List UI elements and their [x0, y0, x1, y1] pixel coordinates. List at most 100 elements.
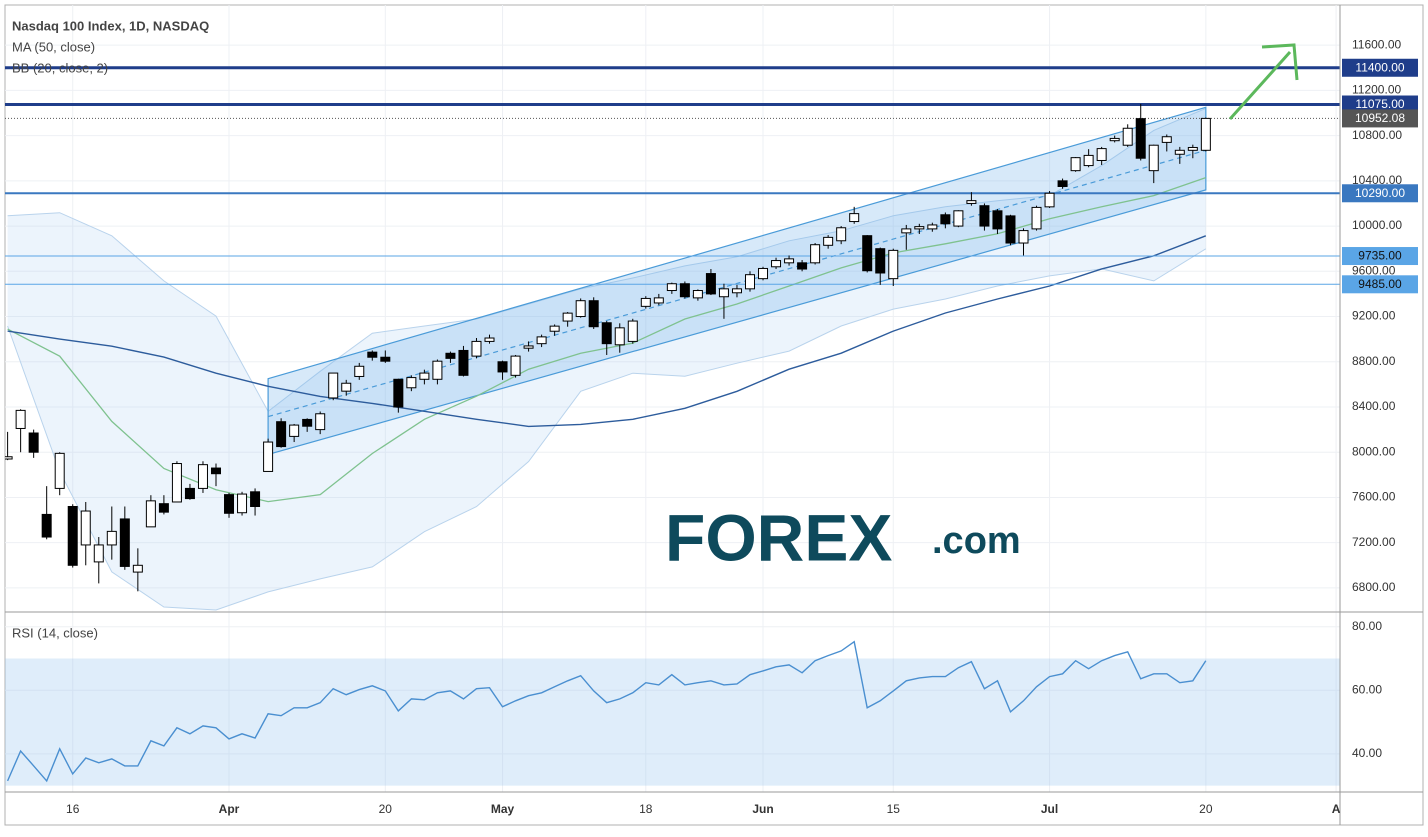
- candle-body: [744, 274, 755, 290]
- candle-body: [197, 464, 208, 489]
- x-tick-label: A: [1332, 802, 1341, 816]
- y-tick-label: 9200.00: [1352, 309, 1396, 323]
- candle-body: [406, 377, 417, 389]
- candle-body: [132, 564, 143, 573]
- candle-body: [640, 297, 651, 307]
- x-tick-label: Apr: [219, 802, 240, 816]
- arrow: [1228, 50, 1292, 121]
- candle-body: [901, 228, 912, 234]
- candle-body: [679, 283, 690, 298]
- candle-body: [784, 258, 795, 264]
- price-label: 11400.00: [1355, 60, 1404, 74]
- candle-body: [367, 351, 378, 358]
- candle-body: [171, 463, 182, 503]
- candle-body: [1018, 230, 1029, 244]
- ma-line: [7, 235, 1207, 428]
- candle-body: [692, 290, 703, 299]
- candle-body: [302, 418, 313, 427]
- candle-body: [797, 262, 808, 270]
- axes: 16 Apr 20 May 18 Jun 15 Jul 20 A 6800.00 7200.00 760…: [5, 5, 1423, 825]
- indicator-label: MA (50, close): [12, 39, 95, 54]
- candle-body: [445, 352, 456, 359]
- x-tick-label: Jun: [752, 802, 773, 816]
- arrow-head: [1261, 43, 1299, 81]
- y-tick-label: 8000.00: [1352, 444, 1396, 458]
- y-tick-label: 11200.00: [1352, 83, 1401, 97]
- price-label: 10952.08: [1355, 111, 1405, 125]
- candle-body: [15, 409, 26, 429]
- candle-body: [966, 200, 977, 204]
- rsi-band: [5, 658, 1340, 786]
- candle-body: [536, 336, 547, 345]
- x-tick-label: 15: [887, 802, 901, 816]
- candle-body: [758, 267, 769, 280]
- candle-body: [849, 213, 860, 223]
- y-tick-label: 10000.00: [1352, 218, 1402, 232]
- y-tick-label: 8400.00: [1352, 399, 1396, 413]
- candle-body: [1057, 180, 1068, 187]
- candle-body: [523, 345, 534, 349]
- candle-body: [601, 322, 612, 345]
- candle-body: [497, 361, 508, 373]
- candle-body: [510, 355, 521, 376]
- candle-body: [1174, 149, 1185, 155]
- y-tick-label: 9600.00: [1352, 263, 1396, 277]
- x-tick-label: 20: [1199, 802, 1213, 816]
- candle-body: [953, 210, 964, 227]
- y-tick-label: 10400.00: [1352, 173, 1402, 187]
- candle-body: [979, 205, 990, 227]
- candle-body: [210, 467, 221, 475]
- candle-body: [862, 235, 873, 272]
- candle-body: [67, 505, 78, 566]
- candle-body: [1148, 144, 1159, 172]
- candle-body: [158, 503, 169, 513]
- candle-body: [810, 244, 821, 264]
- candle-body: [432, 360, 443, 380]
- candle-body: [393, 378, 404, 408]
- rsi-tick-label: 60.00: [1352, 682, 1382, 696]
- candle-body: [1135, 118, 1146, 159]
- candle-body: [106, 530, 117, 546]
- candle-body: [224, 494, 235, 514]
- frame: [4, 4, 1424, 826]
- candle-body: [1070, 157, 1081, 172]
- candle-body: [1031, 206, 1042, 230]
- candle-body: [1109, 137, 1120, 142]
- y-tick-label: 6800.00: [1352, 580, 1396, 594]
- candle-body: [627, 320, 638, 342]
- candle-body: [614, 327, 625, 346]
- candle-body: [836, 227, 847, 242]
- x-tick-label: May: [491, 802, 515, 816]
- candle-body: [419, 372, 430, 380]
- price-label: 9485.00: [1358, 277, 1402, 291]
- candle-body: [1096, 148, 1107, 161]
- candle-body: [927, 224, 938, 230]
- price-label: 9735.00: [1358, 249, 1402, 263]
- rsi-pane: [5, 640, 1340, 786]
- candle-body: [28, 432, 39, 453]
- y-tick-label: 8800.00: [1352, 354, 1396, 368]
- x-tick-label: 18: [639, 802, 653, 816]
- candle-body: [41, 513, 52, 538]
- price-label: 10290.00: [1355, 186, 1405, 200]
- price-pane: FOREX .com: [5, 66, 1340, 611]
- x-tick-label: 20: [379, 802, 393, 816]
- price-label-box: [1342, 275, 1418, 294]
- candle-body: [276, 421, 287, 448]
- candle-body: [145, 500, 156, 528]
- candle-body: [771, 260, 782, 268]
- candle-body: [562, 312, 573, 322]
- rsi-line: [6, 640, 1207, 783]
- candle-body: [5, 456, 13, 460]
- candle-body: [992, 210, 1003, 230]
- x-tick-label: Jul: [1041, 802, 1058, 816]
- candle-body: [914, 226, 925, 230]
- candle-body: [731, 288, 742, 294]
- candle-body: [940, 214, 951, 225]
- price-label-box: [1342, 95, 1418, 114]
- candle-body: [575, 300, 586, 318]
- rsi-tick-label: 40.00: [1352, 746, 1382, 760]
- candle-body: [484, 337, 495, 342]
- candle-body: [1200, 117, 1211, 151]
